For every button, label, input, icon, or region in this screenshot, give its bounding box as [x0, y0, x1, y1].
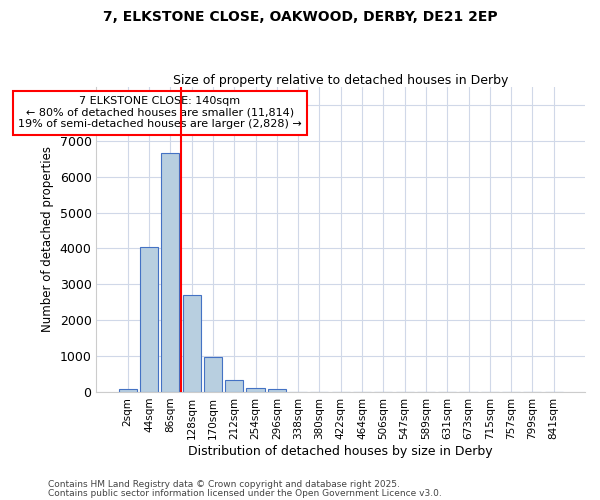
- Bar: [247, 388, 265, 392]
- Text: 7, ELKSTONE CLOSE, OAKWOOD, DERBY, DE21 2EP: 7, ELKSTONE CLOSE, OAKWOOD, DERBY, DE21 …: [103, 10, 497, 24]
- Bar: [268, 390, 286, 392]
- Bar: [182, 295, 200, 392]
- Bar: [204, 357, 222, 392]
- Bar: [119, 390, 137, 392]
- Text: 7 ELKSTONE CLOSE: 140sqm
← 80% of detached houses are smaller (11,814)
19% of se: 7 ELKSTONE CLOSE: 140sqm ← 80% of detach…: [18, 96, 302, 130]
- Text: Contains HM Land Registry data © Crown copyright and database right 2025.: Contains HM Land Registry data © Crown c…: [48, 480, 400, 489]
- Title: Size of property relative to detached houses in Derby: Size of property relative to detached ho…: [173, 74, 508, 87]
- Bar: [225, 380, 243, 392]
- Text: Contains public sector information licensed under the Open Government Licence v3: Contains public sector information licen…: [48, 488, 442, 498]
- X-axis label: Distribution of detached houses by size in Derby: Distribution of detached houses by size …: [188, 444, 493, 458]
- Y-axis label: Number of detached properties: Number of detached properties: [41, 146, 54, 332]
- Bar: [140, 246, 158, 392]
- Bar: [161, 154, 179, 392]
